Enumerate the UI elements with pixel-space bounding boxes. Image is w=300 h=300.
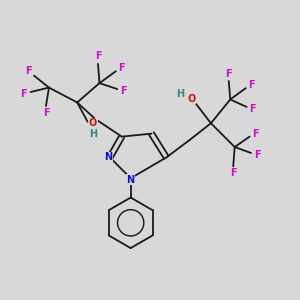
Text: F: F	[248, 80, 255, 90]
Text: O: O	[89, 118, 97, 128]
Text: O: O	[188, 94, 196, 103]
Text: H: H	[176, 88, 184, 98]
Text: F: F	[20, 88, 27, 98]
Text: F: F	[43, 108, 49, 118]
Text: N: N	[127, 175, 135, 185]
Text: H: H	[89, 129, 97, 139]
Text: F: F	[226, 69, 232, 79]
Text: F: F	[254, 150, 260, 161]
Text: F: F	[95, 51, 101, 62]
Text: F: F	[230, 168, 236, 178]
Text: F: F	[121, 85, 127, 96]
Text: F: F	[118, 63, 125, 73]
Text: N: N	[104, 152, 112, 162]
Text: F: F	[249, 104, 256, 114]
Text: F: F	[25, 66, 32, 76]
Text: F: F	[252, 129, 259, 139]
